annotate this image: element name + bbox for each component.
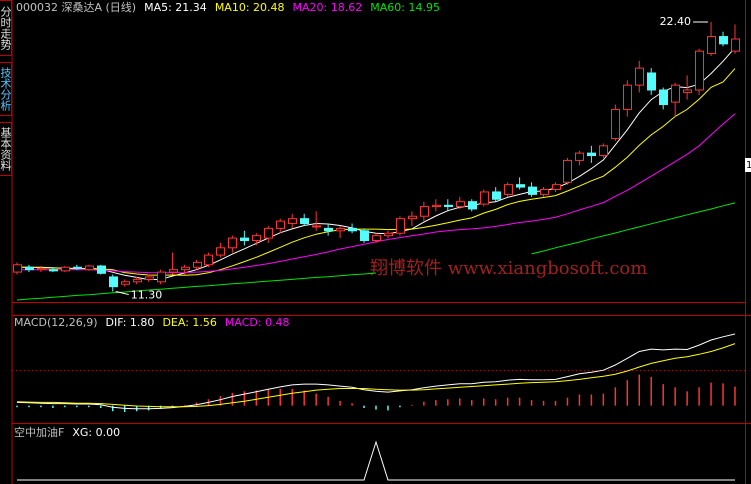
legend-entry: DEA: 1.56 [162, 316, 216, 329]
candle-body [73, 266, 82, 269]
panel-title: MACD(12,26,9) [14, 316, 98, 329]
candle-body [37, 267, 46, 271]
candle-body [324, 227, 333, 232]
candle-body [169, 269, 178, 273]
side-marker-box [745, 158, 751, 172]
candle-body [13, 264, 22, 273]
candle-body [61, 266, 70, 272]
candle-body [276, 220, 285, 229]
legend-entry: XG: 0.00 [72, 426, 120, 439]
candle-body [240, 237, 249, 242]
tab[interactable]: 技术分析 [0, 62, 12, 116]
candle-body [528, 186, 537, 195]
candle-body [312, 225, 321, 228]
moving-average-line [17, 68, 736, 276]
candle-body [133, 278, 142, 283]
panel-title: 空中加油F [14, 425, 64, 439]
candle-body [216, 247, 225, 256]
candle-body [599, 145, 608, 157]
candle-body [25, 266, 34, 271]
candle-body [228, 237, 237, 249]
tab[interactable]: 分时走势 [0, 0, 12, 56]
candle-body [552, 184, 561, 191]
candle-body [671, 84, 680, 103]
candle-body [157, 271, 166, 283]
candle-body [121, 281, 130, 285]
legend-entry: MA20: 18.62 [293, 1, 363, 14]
candle-body [85, 265, 94, 271]
candle-body [444, 204, 453, 208]
candle-body [372, 235, 381, 242]
candle-body [252, 235, 261, 242]
candle-body [420, 206, 429, 217]
candle-body [611, 108, 620, 140]
candle-body [540, 189, 549, 195]
candle-body [408, 215, 417, 220]
candle-body [623, 84, 632, 110]
candle-body [49, 269, 58, 272]
indicator-line [17, 440, 735, 481]
candle-body [719, 36, 728, 45]
candle-body [731, 38, 740, 52]
side-marker: 1 [746, 160, 751, 171]
candle-body [97, 265, 106, 274]
moving-average-line [16, 202, 736, 301]
candle-body [707, 36, 716, 55]
candle-body [456, 201, 465, 208]
legend-entry: MA60: 14.95 [370, 1, 440, 14]
candle-body [563, 159, 572, 183]
candle-body [659, 89, 668, 106]
candle-body [181, 266, 190, 271]
candle-body [109, 276, 118, 288]
indicator-line [16, 343, 736, 408]
candle-body [360, 230, 369, 242]
candle-body [635, 67, 644, 86]
watermark: 翔博软件 www.xiangbosoft.com [370, 258, 647, 279]
candle-body [492, 191, 501, 200]
legend-entry: DIF: 1.80 [106, 316, 155, 329]
annotation-arrow [115, 291, 129, 295]
legend-entry: MACD: 0.48 [225, 316, 290, 329]
candle-body [468, 201, 477, 210]
candle-body [575, 152, 584, 161]
low-annotation: 11.30 [131, 289, 163, 302]
candle-body [516, 184, 525, 188]
tab[interactable]: 基本资料 [0, 122, 12, 176]
candle-body [300, 218, 309, 225]
candle-body [504, 184, 513, 195]
candle-body [432, 204, 441, 208]
candle-body [348, 227, 357, 232]
indicator-line [16, 333, 736, 410]
candle-body [193, 261, 202, 268]
high-annotation: 22.40 [660, 15, 692, 28]
candle-body [288, 218, 297, 225]
panel-title: 000032 深桑达A (日线) [16, 0, 136, 14]
candle-body [264, 227, 273, 239]
legend-entry: MA5: 21.34 [144, 1, 207, 14]
candle-body [647, 72, 656, 91]
legend-entry: MA10: 20.48 [215, 1, 285, 14]
candle-body [396, 218, 405, 234]
candle-body [480, 191, 489, 205]
candle-body [695, 50, 704, 91]
candle-body [204, 254, 213, 266]
candle-body [384, 232, 393, 237]
candle-body [683, 89, 692, 93]
candle-body [587, 152, 596, 157]
candle-body [145, 276, 154, 280]
candle-body [336, 227, 345, 232]
